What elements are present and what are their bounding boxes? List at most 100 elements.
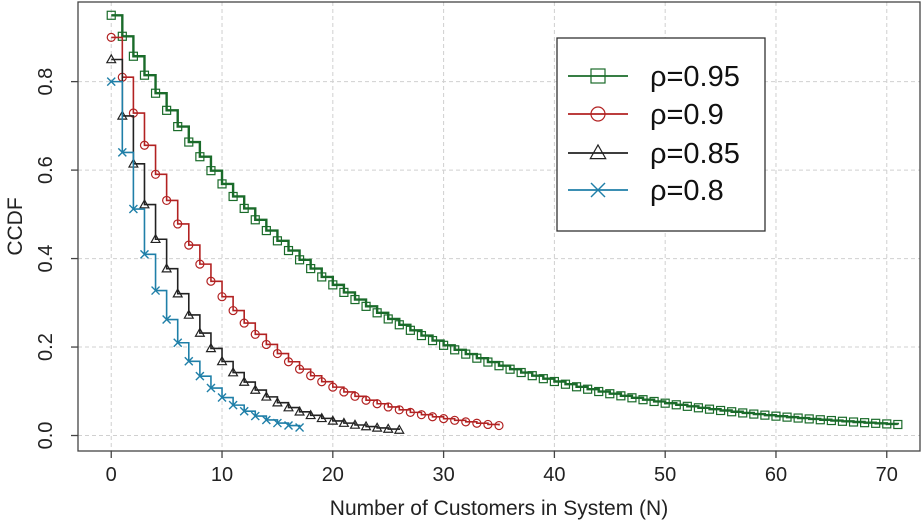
- data-point: [294, 405, 306, 416]
- data-point: [393, 424, 405, 434]
- legend-item: ρ=0.8: [568, 175, 724, 207]
- data-point: [306, 371, 316, 381]
- data-point: [261, 339, 271, 350]
- data-point: [350, 294, 360, 305]
- data-point: [272, 236, 283, 246]
- data-point: [328, 280, 338, 290]
- data-point: [416, 410, 427, 420]
- x-tick-label: 10: [211, 464, 233, 486]
- data-point: [294, 364, 305, 374]
- data-point: [106, 10, 116, 20]
- x-marker-stroke: [128, 204, 138, 214]
- legend-marker: [590, 68, 606, 84]
- data-point: [284, 421, 293, 431]
- data-point: [527, 371, 537, 381]
- data-point: [605, 389, 615, 399]
- data-point: [361, 395, 371, 405]
- data-point: [150, 88, 161, 98]
- data-point: [238, 376, 250, 386]
- data-point: [249, 384, 261, 394]
- data-point: [516, 367, 526, 378]
- gridlines: [78, 2, 920, 451]
- legend-label: ρ=0.9: [650, 99, 724, 131]
- data-point: [627, 393, 637, 403]
- series-x: [106, 77, 305, 433]
- data-point: [594, 386, 604, 397]
- x-marker-stroke: [228, 400, 238, 410]
- data-point: [173, 121, 183, 132]
- x-marker-stroke: [139, 249, 149, 259]
- data-point: [283, 245, 294, 256]
- x-marker-stroke: [295, 423, 305, 433]
- data-point: [173, 219, 183, 229]
- data-point: [848, 417, 859, 427]
- data-point: [826, 415, 836, 426]
- data-point: [105, 53, 117, 64]
- data-point: [106, 32, 116, 42]
- data-point: [871, 418, 881, 428]
- legend-marker: [590, 182, 606, 198]
- data-point: [383, 402, 393, 412]
- data-point: [239, 406, 249, 416]
- data-point: [217, 393, 227, 403]
- y-tick-label: 0.0: [35, 422, 57, 450]
- data-point: [837, 416, 848, 426]
- data-point: [162, 195, 172, 206]
- data-point: [283, 357, 294, 367]
- data-point: [250, 329, 260, 339]
- data-point: [250, 411, 260, 421]
- data-point: [261, 415, 271, 425]
- x-tick-label: 50: [654, 464, 676, 486]
- data-point: [793, 413, 803, 423]
- data-point: [162, 315, 172, 325]
- data-point: [161, 262, 173, 273]
- x-marker-stroke: [590, 182, 606, 198]
- data-point: [771, 411, 781, 421]
- data-point: [117, 147, 127, 157]
- data-point: [306, 263, 316, 274]
- data-point: [439, 340, 449, 350]
- data-point: [416, 330, 427, 341]
- x-marker-stroke: [173, 338, 183, 348]
- data-point: [206, 276, 216, 286]
- x-marker-stroke: [106, 77, 116, 87]
- plot-frame: [77, 1, 921, 452]
- legend-label: ρ=0.95: [650, 61, 740, 93]
- data-point: [571, 382, 582, 392]
- legend-box: [556, 37, 766, 232]
- data-point: [549, 376, 559, 387]
- x-tick-label: 60: [765, 464, 787, 486]
- legend-marker: [590, 106, 606, 122]
- x-marker-stroke: [206, 383, 216, 393]
- data-point: [405, 407, 415, 417]
- data-point: [704, 404, 715, 414]
- data-point: [227, 366, 239, 377]
- x-marker-stroke: [250, 411, 260, 421]
- data-point: [472, 418, 482, 428]
- data-point: [439, 414, 449, 424]
- data-point: [450, 345, 460, 355]
- x-marker-stroke: [117, 147, 127, 157]
- data-point: [162, 105, 172, 115]
- legend-item: ρ=0.85: [568, 138, 740, 170]
- data-point: [893, 419, 903, 430]
- y-tick-label: 0.6: [35, 156, 57, 184]
- x-marker-stroke: [261, 415, 271, 425]
- data-point: [139, 198, 150, 209]
- series-triangle: [105, 53, 405, 434]
- data-point: [671, 400, 681, 410]
- data-point: [271, 396, 283, 407]
- data-point: [383, 314, 393, 324]
- legend-item: ρ=0.95: [568, 61, 740, 93]
- x-axis-title: Number of Customers in System (N): [330, 497, 668, 520]
- data-point: [727, 407, 737, 417]
- data-point: [150, 233, 161, 244]
- x-tick-label: 20: [322, 464, 344, 486]
- data-point: [316, 412, 328, 423]
- y-tick-label: 0.2: [35, 333, 57, 361]
- data-point: [782, 412, 792, 422]
- data-point: [216, 355, 228, 366]
- x-marker-stroke: [217, 393, 227, 403]
- series-line: [111, 36, 500, 426]
